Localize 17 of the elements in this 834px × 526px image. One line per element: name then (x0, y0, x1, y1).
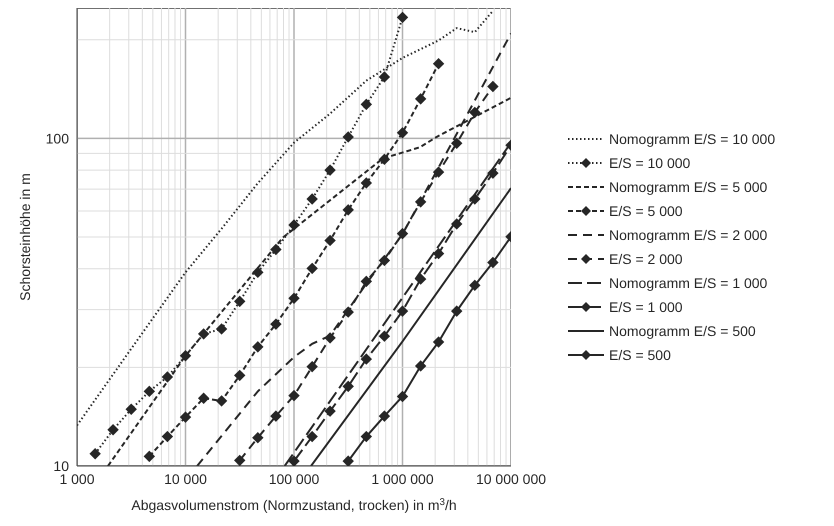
legend-label: E/S = 1 000 (609, 298, 683, 314)
x-tick-label: 10 000 (164, 470, 208, 487)
legend-label: E/S = 500 (609, 346, 671, 362)
x-axis-title: Abgasvolumenstrom (Normzustand, trocken) in m$^{3}$/h (131, 496, 457, 513)
legend-label: Nomogramm E/S = 1 000 (609, 274, 768, 290)
legend-label: E/S = 5 000 (609, 202, 683, 218)
x-tick-label: 1 000 000 (371, 470, 434, 487)
legend-label: Nomogramm E/S = 2 000 (609, 226, 768, 242)
legend-label: E/S = 10 000 (609, 154, 690, 170)
legend-label: Nomogramm E/S = 10 000 (609, 130, 776, 146)
y-axis-title: Schorsteinhöhe in m (17, 173, 33, 301)
x-tick-label: 10 000 000 (476, 470, 546, 487)
y-tick-label: 100 (46, 130, 70, 146)
legend-label: E/S = 2 000 (609, 250, 683, 266)
legend-label: Nomogramm E/S = 500 (609, 322, 756, 338)
legend-label: Nomogramm E/S = 5 000 (609, 178, 768, 194)
x-tick-label: 100 000 (268, 470, 320, 487)
